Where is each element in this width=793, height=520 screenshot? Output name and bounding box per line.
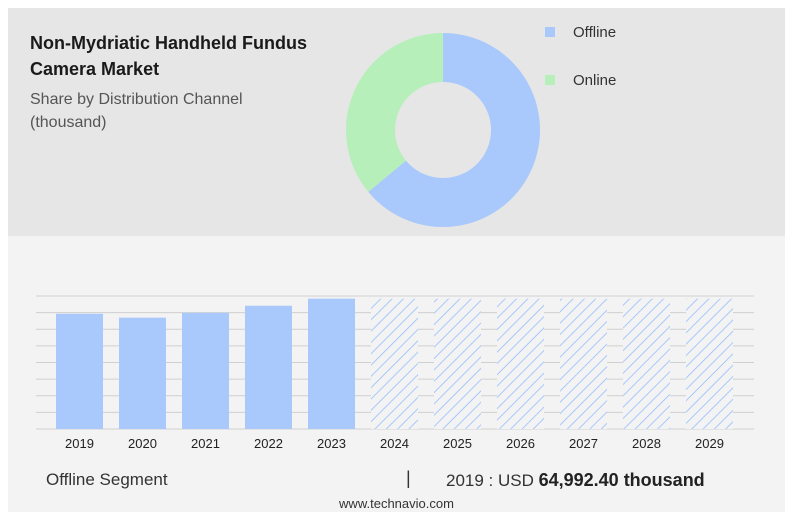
donut-slice-online[interactable] <box>346 32 443 192</box>
x-tick-label-2027: 2027 <box>569 436 598 451</box>
bar-2021[interactable] <box>182 312 229 429</box>
chart-subtitle: Share by Distribution Channel (thousand) <box>30 91 243 131</box>
bar-2027[interactable] <box>560 298 607 429</box>
bar-2023[interactable] <box>308 298 355 429</box>
legend-label-offline: Offline <box>573 24 617 41</box>
x-tick-label-2022: 2022 <box>254 436 283 451</box>
legend-label-online: Online <box>573 72 617 89</box>
footer-value-readout: 2019 : USD 64,992.40 thousand <box>446 470 705 491</box>
footer-separator: | <box>406 468 411 488</box>
legend-swatch-online <box>545 75 555 86</box>
bar-2024[interactable] <box>371 298 418 429</box>
bar-2029[interactable] <box>686 298 733 429</box>
bar-chart: 2019 2020 2021 2022 2023 2024 2025 2026 2027 2028… <box>36 295 754 451</box>
x-tick-label-2024: 2024 <box>380 436 409 451</box>
bar-2026[interactable] <box>497 298 544 429</box>
x-tick-label-2029: 2029 <box>695 436 724 451</box>
x-tick-label-2019: 2019 <box>65 436 94 451</box>
donut-slice-offline[interactable] <box>368 33 540 227</box>
bar-2025[interactable] <box>434 298 481 429</box>
x-tick-label-2021: 2021 <box>191 436 220 451</box>
x-tick-label-2026: 2026 <box>506 436 535 451</box>
x-tick-label-2028: 2028 <box>632 436 661 451</box>
legend-item-online[interactable]: Online <box>545 72 616 89</box>
bar-2020[interactable] <box>119 317 166 429</box>
bar-2022[interactable] <box>245 305 292 429</box>
legend-swatch-offline <box>545 27 555 38</box>
x-tick-label-2025: 2025 <box>443 436 472 451</box>
donut-chart <box>346 32 540 227</box>
source-link[interactable]: www.technavio.com <box>339 496 454 511</box>
footer-segment-label: Offline Segment <box>46 470 168 489</box>
footer-value: 64,992.40 thousand <box>538 470 705 490</box>
x-tick-label-2020: 2020 <box>128 436 157 451</box>
x-tick-label-2023: 2023 <box>317 436 346 451</box>
bar-2019[interactable] <box>56 313 103 429</box>
footer-year-label: 2019 : USD <box>446 471 539 490</box>
legend-item-offline[interactable]: Offline <box>545 24 616 41</box>
bar-2028[interactable] <box>623 298 670 429</box>
chart-title: Non-Mydriatic Handheld Fundus Camera Mar… <box>30 33 307 79</box>
